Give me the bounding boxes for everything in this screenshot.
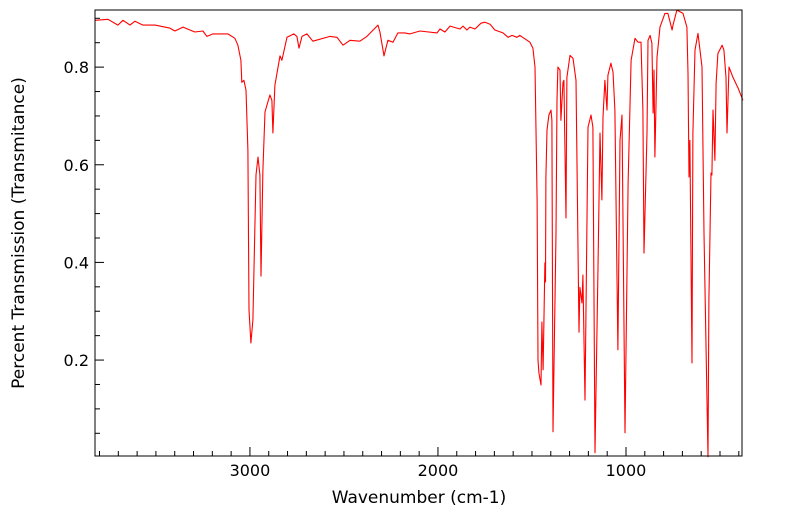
- x-tick-labels: 3000 2000 1000: [230, 461, 647, 480]
- x-tick-label: 2000: [418, 461, 459, 480]
- spectrum-line: [94, 9, 744, 458]
- y-tick-label: 0.6: [64, 156, 89, 175]
- x-tick-label: 3000: [230, 461, 271, 480]
- y-tick-label: 0.4: [64, 253, 89, 272]
- x-axis-label: Wavenumber (cm-1): [332, 488, 507, 508]
- x-tick-label: 1000: [606, 461, 647, 480]
- y-axis-label: Percent Transmission (Transmitance): [9, 77, 29, 389]
- plot-frame: [94, 9, 743, 457]
- y-tick-label: 0.8: [64, 58, 89, 77]
- y-tick-labels: 0.2 0.4 0.6 0.8: [64, 58, 89, 370]
- y-tick-label: 0.2: [64, 351, 89, 370]
- axis-ticks: [95, 17, 740, 456]
